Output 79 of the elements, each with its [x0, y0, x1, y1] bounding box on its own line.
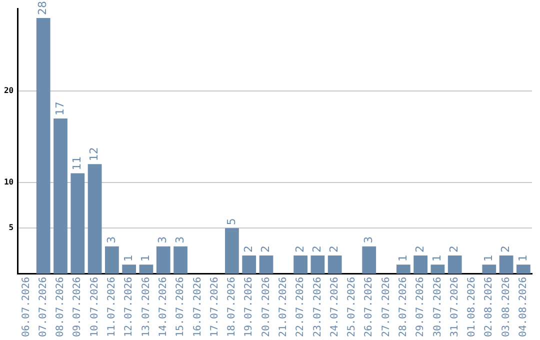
x-tick-label: 25.07.2026	[346, 276, 358, 338]
x-tick-label: 04.08.2026	[518, 276, 530, 338]
bar	[139, 264, 154, 274]
x-tick-label: 18.07.2026	[226, 276, 238, 338]
x-tick-label: 11.07.2026	[106, 276, 118, 338]
y-tick-label: 5	[8, 223, 14, 232]
data-label: 2	[328, 246, 341, 253]
data-label: 1	[139, 254, 152, 262]
data-label: 2	[413, 246, 426, 253]
x-tick-label: 06.07.2026	[20, 276, 32, 338]
bar	[156, 246, 170, 274]
data-label: 3	[362, 236, 375, 244]
bar	[414, 256, 428, 274]
bar	[242, 256, 256, 274]
x-tick-label: 21.07.2026	[278, 276, 289, 338]
bar	[88, 164, 102, 274]
bar	[54, 118, 68, 274]
x-tick-label: 14.07.2026	[158, 276, 169, 338]
x-tick-label: 20.07.2026	[260, 276, 272, 338]
x-tick-label: 17.07.2026	[209, 276, 220, 338]
data-label: 1	[516, 254, 530, 262]
x-tick-label: 09.07.2026	[72, 276, 84, 338]
x-tick-label: 13.07.2026	[140, 276, 152, 338]
data-label: 2	[499, 246, 512, 253]
x-tick-label: 07.07.2026	[38, 276, 49, 338]
bar	[430, 264, 445, 274]
bar	[310, 256, 325, 274]
data-label: 1	[430, 254, 444, 262]
data-label: 3	[156, 236, 170, 244]
data-label: 2	[242, 246, 255, 253]
bar	[225, 228, 239, 274]
bar	[70, 173, 85, 274]
x-tick-label: 15.07.2026	[175, 276, 186, 338]
bar	[328, 256, 342, 274]
bar	[104, 246, 119, 274]
data-label: 28	[36, 0, 50, 15]
bar	[482, 264, 496, 274]
x-tick-label: 02.08.2026	[484, 276, 495, 338]
bar	[294, 256, 308, 274]
bar	[174, 246, 188, 274]
bar	[122, 264, 136, 274]
y-tick-label: 20	[4, 86, 14, 96]
data-label: 1	[482, 254, 495, 262]
data-label: 3	[104, 236, 118, 244]
x-tick-label: 27.07.2026	[380, 276, 392, 338]
data-label: 1	[396, 254, 410, 262]
x-tick-label: 24.07.2026	[329, 276, 340, 338]
bar	[36, 18, 50, 274]
x-tick-label: 19.07.2026	[244, 276, 255, 338]
x-tick-label: 31.07.2026	[449, 276, 460, 338]
data-label: 2	[448, 246, 461, 253]
data-label: 3	[173, 236, 186, 244]
bar	[448, 256, 462, 274]
data-label: 1	[122, 254, 135, 262]
x-tick-label: 08.07.2026	[55, 276, 66, 338]
data-label: 17	[53, 101, 66, 116]
y-tick-label: 10	[4, 177, 14, 186]
x-tick-label: 30.07.2026	[432, 276, 444, 338]
data-label: 11	[70, 156, 84, 170]
data-label: 2	[259, 246, 272, 253]
data-label: 2	[293, 246, 306, 253]
x-tick-label: 22.07.2026	[295, 276, 306, 338]
bar	[516, 264, 530, 274]
x-tick-label: 16.07.2026	[192, 276, 204, 338]
x-tick-label: 10.07.2026	[89, 276, 100, 338]
x-tick-label: 29.07.2026	[415, 276, 426, 338]
bar	[259, 256, 274, 274]
data-label: 12	[88, 147, 101, 162]
bar	[362, 246, 376, 274]
data-label: 5	[224, 218, 238, 226]
x-tick-label: 28.07.2026	[398, 276, 409, 338]
data-label: 2	[310, 246, 324, 253]
x-tick-label: 23.07.2026	[312, 276, 324, 338]
bar	[396, 264, 410, 274]
bar	[499, 256, 514, 274]
x-tick-label: 01.08.2026	[466, 276, 478, 338]
x-tick-label: 12.07.2026	[124, 276, 135, 338]
x-tick-label: 03.08.2026	[500, 276, 512, 338]
x-tick-label: 26.07.2026	[364, 276, 375, 338]
